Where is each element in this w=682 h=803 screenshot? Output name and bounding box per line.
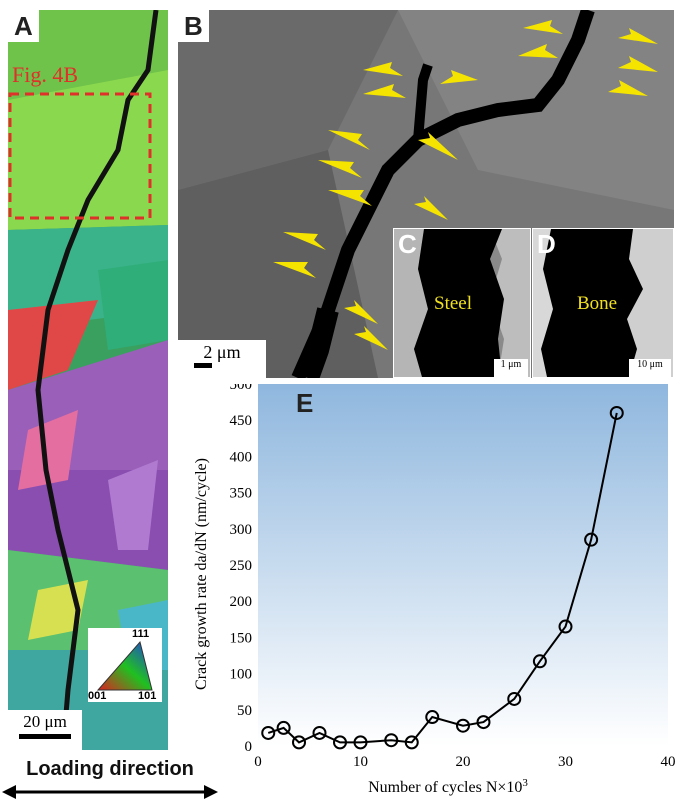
yellow-arrows — [273, 20, 658, 350]
x-tick-label: 20 — [456, 754, 471, 770]
plot-area — [258, 384, 668, 746]
data-point — [261, 725, 276, 740]
y-tick-label: 200 — [230, 594, 253, 610]
panel-a-label: A — [8, 10, 39, 42]
panel-c-scale-text: 1 μm — [500, 359, 522, 370]
loading-direction-arrow — [2, 785, 218, 799]
fig-4b-label: Fig. 4B — [12, 62, 79, 87]
panel-d-bone-inset: D Bone 10 μm — [532, 228, 674, 378]
data-point — [292, 735, 306, 750]
y-tick-label: 0 — [245, 739, 253, 755]
panel-e-label: E — [296, 388, 313, 418]
y-tick-label: 50 — [237, 703, 252, 719]
data-point — [333, 735, 347, 750]
data-point — [276, 720, 291, 735]
panel-b-label: B — [178, 10, 209, 42]
steel-label: Steel — [434, 293, 472, 314]
ipf-color-key: 111 001 101 — [88, 628, 162, 702]
panel-d-scale-text: 10 μm — [637, 359, 663, 370]
panel-c-scale-bar: 1 μm — [494, 359, 528, 377]
ebsd-map-graphic — [8, 10, 168, 750]
panel-a-scale-text: 20 μm — [23, 712, 67, 731]
data-point — [404, 735, 419, 750]
data-point — [609, 405, 624, 420]
series-line — [267, 412, 618, 744]
data-point — [558, 619, 573, 634]
y-tick-label: 250 — [230, 558, 253, 574]
panel-b-scale-line — [194, 363, 212, 368]
panel-a-ebsd-map: A Fig. 4B 111 001 101 20 μm — [8, 10, 168, 750]
panel-c-steel-inset: C Steel 1 μm — [393, 228, 531, 378]
x-tick-label: 30 — [558, 754, 573, 770]
bone-inset-graphic — [533, 229, 673, 377]
y-tick-label: 350 — [230, 486, 253, 502]
panel-a-scale-bar: 20 μm — [8, 710, 82, 750]
steel-inset-graphic — [394, 229, 530, 377]
data-point — [584, 532, 599, 547]
panel-b-scale-text: 2 μm — [203, 342, 241, 362]
y-axis-label: Crack growth rate da/dN (nm/cycle) — [193, 458, 210, 690]
x-tick-label: 10 — [353, 754, 368, 770]
series-points — [261, 405, 624, 750]
x-tick-label: 0 — [254, 754, 262, 770]
panel-d-label: D — [537, 229, 556, 259]
data-point — [476, 715, 491, 730]
data-point — [384, 733, 399, 748]
data-point — [456, 718, 470, 733]
y-axis-ticks: 0 50 100 150 200 250 300 350 400 450 500 — [230, 384, 253, 755]
ipf-triangle-graphic — [96, 640, 153, 691]
panel-b-scale-bar: 2 μm — [178, 340, 266, 378]
data-point — [425, 710, 440, 725]
data-point — [507, 691, 522, 706]
y-tick-label: 400 — [230, 449, 253, 465]
ipf-key-001: 001 — [88, 690, 107, 702]
bone-label: Bone — [577, 293, 618, 314]
x-axis-label-superscript: 3 — [522, 777, 528, 789]
panel-d-scale-bar: 10 μm — [629, 359, 671, 377]
y-tick-label: 500 — [230, 384, 253, 393]
y-tick-label: 150 — [230, 630, 253, 646]
y-tick-label: 450 — [230, 413, 253, 429]
data-point — [532, 654, 547, 669]
x-axis-label: Number of cycles N×103 — [368, 777, 528, 796]
x-tick-label: 40 — [661, 754, 676, 770]
x-axis-label-text: Number of cycles N×10 — [368, 779, 522, 796]
ipf-key-111: 111 — [132, 628, 150, 640]
y-tick-label: 100 — [230, 667, 253, 683]
data-point — [353, 735, 368, 750]
panel-c-label: C — [398, 229, 417, 259]
x-axis-ticks: 0 10 20 30 40 — [254, 754, 675, 770]
data-point — [312, 725, 327, 740]
y-tick-label: 300 — [230, 522, 253, 538]
panel-a-scale-line — [19, 734, 71, 739]
ipf-key-101: 101 — [138, 690, 157, 702]
panel-e-chart: 0 50 100 150 200 250 300 350 400 450 500 0 10 20 30 40… — [193, 384, 676, 796]
loading-direction-label: Loading direction — [26, 758, 194, 780]
